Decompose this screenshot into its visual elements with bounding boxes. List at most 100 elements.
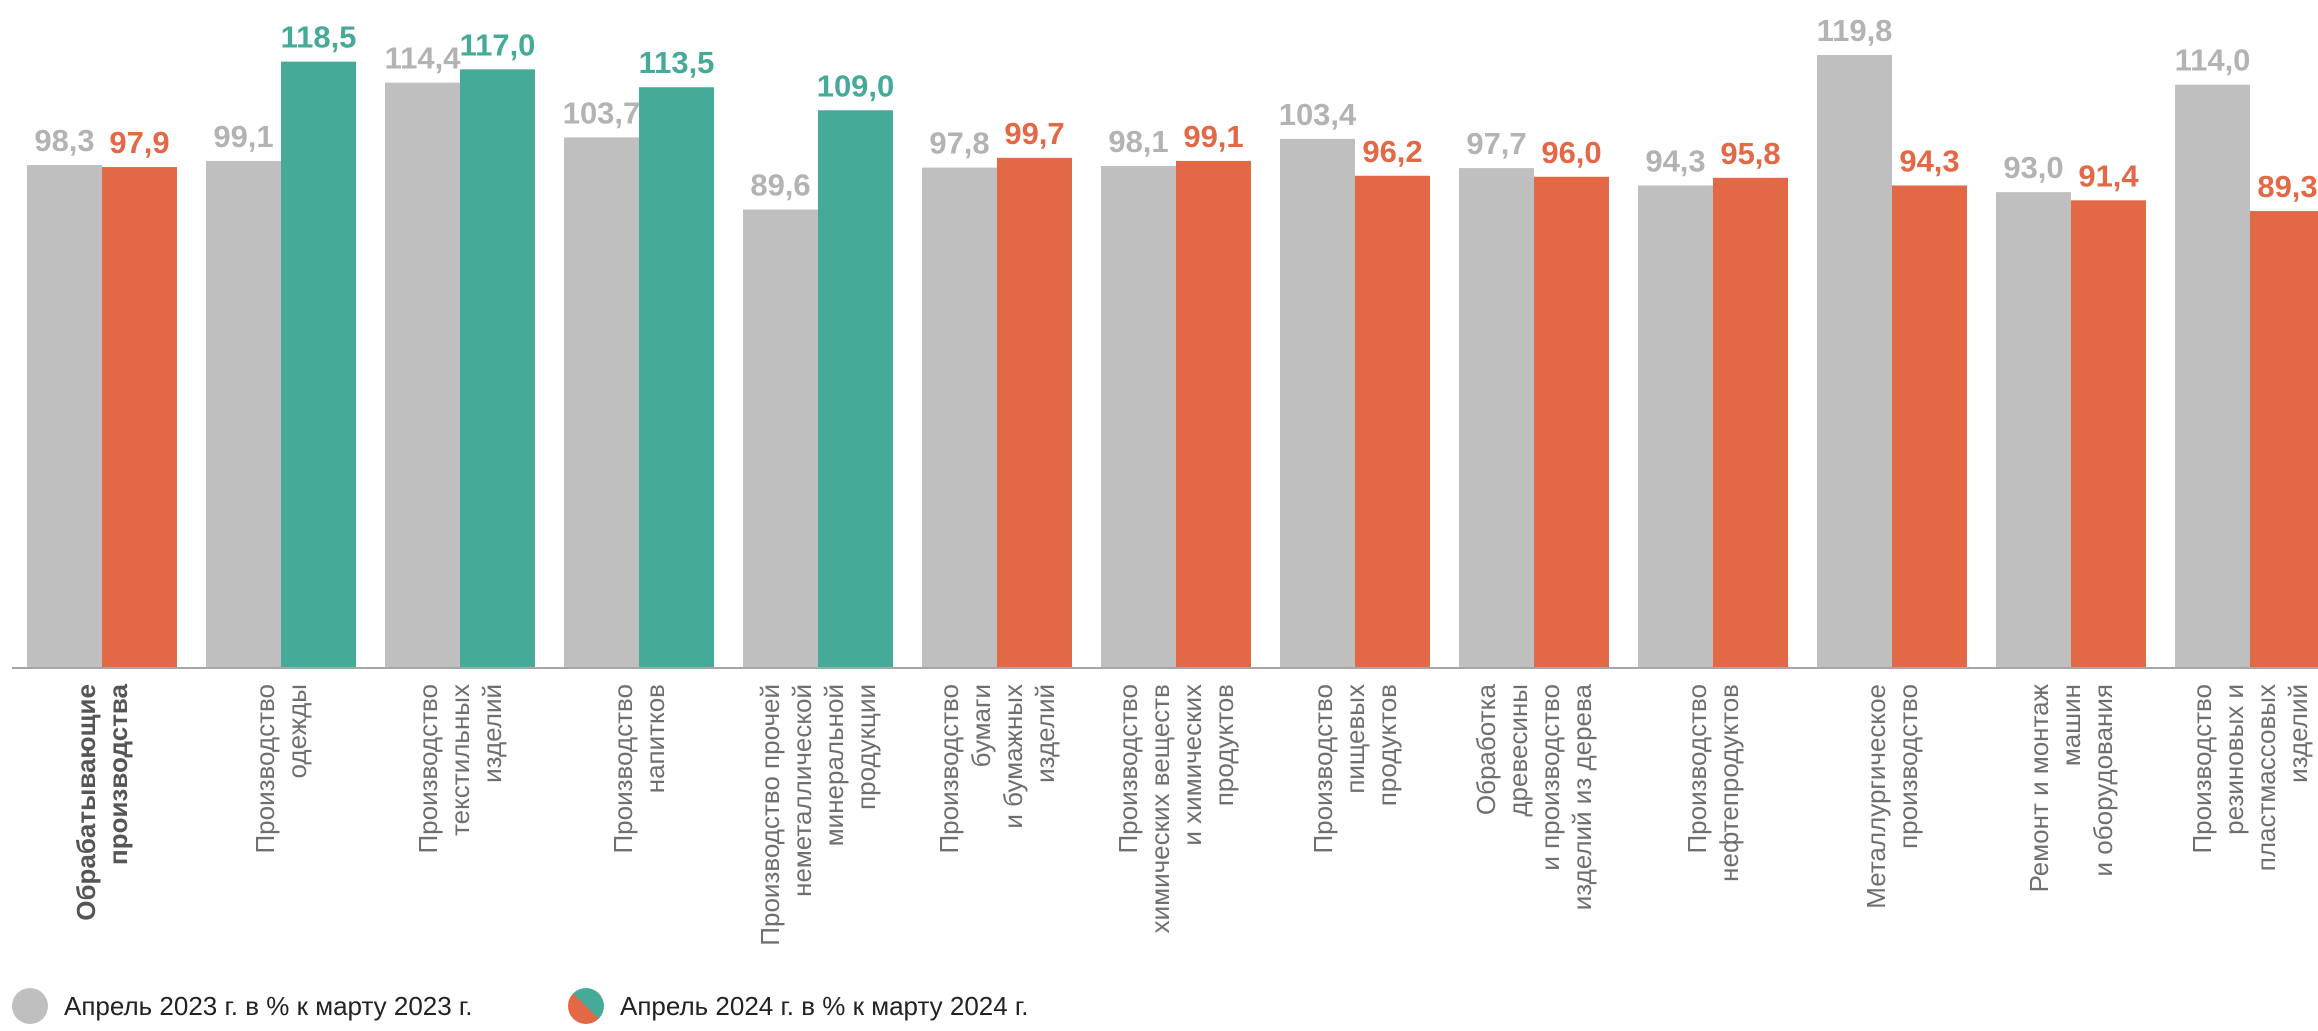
category-label-7-line-1: пищевых xyxy=(1340,684,1370,794)
data-label-2024-11: 91,4 xyxy=(2078,158,2139,193)
legend-swatch-gray xyxy=(12,988,48,1024)
bar-2024-8 xyxy=(1534,176,1609,668)
category-label-3: Производствонапитков xyxy=(608,684,670,854)
category-label-10: Металлургическоепроизводство xyxy=(1861,684,1923,909)
category-label-0: Обрабатывающиепроизводства xyxy=(71,683,133,920)
bar-2024-1 xyxy=(281,61,356,669)
data-label-2023-2: 114,4 xyxy=(385,41,462,76)
bar-2024-11 xyxy=(2071,200,2146,669)
category-label-4-line-0: Производство прочей xyxy=(755,684,785,946)
data-label-2023-10: 119,8 xyxy=(1817,13,1893,48)
category-label-7: Производствопищевыхпродуктов xyxy=(1308,684,1402,854)
svg-text:Производствобумагии бумажныхиз: Производствобумагии бумажныхизделий xyxy=(934,684,1060,854)
data-label-2023-0: 98,3 xyxy=(34,123,94,158)
category-label-12-line-1: резиновых и xyxy=(2219,684,2249,835)
category-label-9: Производствонефтепродуктов xyxy=(1682,684,1744,882)
data-label-2024-1: 118,5 xyxy=(281,20,357,55)
svg-text:Производстворезиновых ипластма: Производстворезиновых ипластмассовыхизде… xyxy=(2187,684,2313,871)
category-label-0-line-1: производства xyxy=(103,683,133,865)
category-label-10-line-1: производство xyxy=(1893,684,1923,849)
category-label-12-line-3: изделий xyxy=(2283,684,2313,783)
data-label-2023-6: 98,1 xyxy=(1108,124,1168,159)
category-label-5: Производствобумагии бумажныхизделий xyxy=(934,684,1060,854)
category-label-11-line-0: Ремонт и монтаж xyxy=(2024,683,2054,892)
data-label-2023-4: 89,6 xyxy=(750,168,810,203)
bar-2023-2 xyxy=(385,82,460,669)
category-label-12: Производстворезиновых ипластмассовыхизде… xyxy=(2187,684,2313,871)
category-label-5-line-3: изделий xyxy=(1030,684,1060,783)
category-label-4-line-1: неметаллической xyxy=(787,684,817,897)
bars-layer xyxy=(27,55,2318,669)
bar-2024-12 xyxy=(2250,211,2318,668)
category-label-6-line-2: и химических xyxy=(1177,684,1207,846)
svg-text:Обработкадревесиныи производст: Обработкадревесиныи производствоизделий … xyxy=(1471,683,1597,910)
category-label-8-line-1: древесины xyxy=(1503,684,1533,817)
category-label-12-line-0: Производство xyxy=(2187,684,2217,854)
data-label-2023-9: 94,3 xyxy=(1645,143,1705,178)
category-label-1-line-0: Производство xyxy=(250,684,280,854)
category-label-0-line-0: Обрабатывающие xyxy=(71,684,101,921)
category-label-11: Ремонт и монтажмашини оборудования xyxy=(2024,683,2118,892)
category-label-2-line-2: изделий xyxy=(477,684,507,783)
category-labels-layer: Обрабатывающиепроизводства Производствоод… xyxy=(71,683,2313,945)
bar-2023-1 xyxy=(206,160,281,668)
category-label-7-line-0: Производство xyxy=(1308,684,1338,854)
data-label-2024-12: 89,3 xyxy=(2257,169,2317,204)
category-label-1: Производствоодежды xyxy=(250,684,312,854)
bar-chart: 98,3 97,9 99,1 118,5 114,4 117,0 103,7 113,5 89,… xyxy=(12,13,2318,946)
category-label-11-line-2: и оборудования xyxy=(2088,684,2118,876)
category-label-6-line-3: продуктов xyxy=(1209,684,1239,806)
category-label-4: Производство прочейнеметаллическойминера… xyxy=(755,684,881,946)
legend-label-2023: Апрель 2023 г. в % к марту 2023 г. xyxy=(64,990,473,1021)
data-label-2023-11: 93,0 xyxy=(2003,150,2063,185)
data-label-2023-5: 97,8 xyxy=(929,126,989,161)
bar-2024-4 xyxy=(818,110,893,669)
bar-2024-2 xyxy=(460,69,535,668)
category-label-7-line-2: продуктов xyxy=(1372,684,1402,806)
bar-2023-9 xyxy=(1638,185,1713,668)
svg-text:Производствонапитков: Производствонапитков xyxy=(608,684,670,854)
legend-item-2024: Апрель 2024 г. в % к марту 2024 г. xyxy=(560,980,1029,1031)
data-label-2024-6: 99,1 xyxy=(1183,119,1243,154)
category-label-2-line-0: Производство xyxy=(413,684,443,854)
category-label-9-line-1: нефтепродуктов xyxy=(1714,684,1744,882)
data-label-2024-2: 117,0 xyxy=(460,27,536,62)
bar-2024-6 xyxy=(1176,160,1251,668)
data-label-2023-8: 97,7 xyxy=(1466,126,1526,161)
category-label-6-line-1: химических веществ xyxy=(1145,684,1175,933)
category-label-2: Производствотекстильныхизделий xyxy=(413,684,507,854)
svg-text:Производствопищевыхпродуктов: Производствопищевыхпродуктов xyxy=(1308,684,1402,854)
value-labels-layer: 98,3 97,9 99,1 118,5 114,4 117,0 103,7 113,5 89,… xyxy=(34,13,2317,204)
data-label-2023-3: 103,7 xyxy=(563,95,641,130)
data-label-2024-10: 94,3 xyxy=(1899,143,1959,178)
bar-2023-12 xyxy=(2175,84,2250,668)
data-label-2024-7: 96,2 xyxy=(1362,134,1422,169)
svg-text:Производствохимических веществ: Производствохимических веществи химическ… xyxy=(1113,684,1239,933)
bar-2023-0 xyxy=(27,165,102,669)
svg-text:Обрабатывающиепроизводства: Обрабатывающиепроизводства xyxy=(71,683,133,920)
category-label-5-line-1: бумаги xyxy=(966,684,996,767)
data-label-2023-7: 103,4 xyxy=(1279,97,1357,132)
bar-2023-8 xyxy=(1459,168,1534,668)
category-label-12-line-2: пластмассовых xyxy=(2251,684,2281,871)
category-label-10-line-0: Металлургическое xyxy=(1861,684,1891,909)
category-label-1-line-1: одежды xyxy=(282,684,312,778)
legend-label-2024: Апрель 2024 г. в % к марту 2024 г. xyxy=(620,990,1029,1021)
svg-text:Производствотекстильныхизделий: Производствотекстильныхизделий xyxy=(413,684,507,854)
bar-2023-11 xyxy=(1996,192,2071,668)
bar-2024-0 xyxy=(102,167,177,668)
svg-text:Производствоодежды: Производствоодежды xyxy=(250,684,312,854)
data-label-2024-3: 113,5 xyxy=(639,45,715,80)
data-label-2024-4: 109,0 xyxy=(817,68,895,103)
category-label-8-line-2: и производство xyxy=(1535,684,1565,871)
data-label-2023-12: 114,0 xyxy=(2175,43,2251,78)
svg-text:Производство прочейнеметалличе: Производство прочейнеметаллическойминера… xyxy=(755,684,881,946)
category-label-8: Обработкадревесиныи производствоизделий … xyxy=(1471,683,1597,910)
legend: Апрель 2023 г. в % к марту 2023 г. Апрел… xyxy=(12,980,2312,1031)
svg-text:Ремонт и монтажмашини оборудов: Ремонт и монтажмашини оборудования xyxy=(2024,683,2118,892)
category-label-9-line-0: Производство xyxy=(1682,684,1712,854)
bar-2024-7 xyxy=(1355,175,1430,668)
bar-2023-4 xyxy=(743,209,818,668)
bar-2024-9 xyxy=(1713,177,1788,668)
category-label-6: Производствохимических веществи химическ… xyxy=(1113,684,1239,933)
